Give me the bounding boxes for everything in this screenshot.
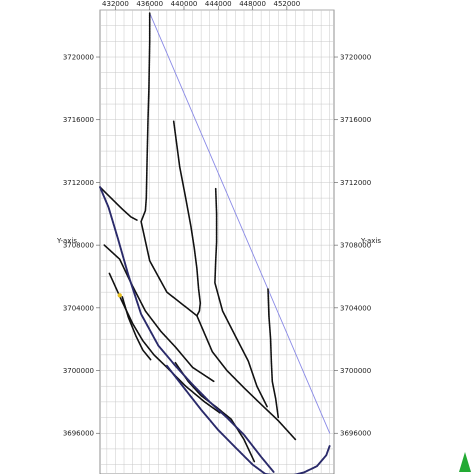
x-tick-label: 452000 [273,0,300,8]
boundary-line [149,12,331,434]
x-tick-label: 444000 [205,0,232,8]
north-arrow-icon [459,452,471,472]
y-tick-label-left: 3712000 [63,179,94,187]
y-tick-label-left: 3716000 [63,116,94,124]
outlet-markers [117,293,122,298]
stream-line [214,187,268,408]
y-tick-label-right: 3712000 [340,179,371,187]
stream-line [267,288,280,419]
y-tick-label-left: 3720000 [63,54,94,62]
grid-lines [100,9,334,474]
y-tick-label-left: 3708000 [63,242,94,250]
y-tick-label-right: 3704000 [340,304,371,312]
stream-line [121,296,152,361]
stream-line [99,186,138,221]
y-tick-label-right: 3708000 [340,242,371,250]
edge-line [99,186,275,474]
stream-line [103,244,215,383]
x-tick-label: 448000 [239,0,266,8]
y-tick-label-left: 3700000 [63,367,94,375]
stream-line [140,12,297,441]
y-axis-title-right: Y-axis [360,237,381,245]
axis-ticks: 432000 436000 440000 444000 448000 452000 3696… [63,0,371,438]
edge-line [165,364,267,474]
outlet-point [117,293,122,298]
y-tick-label-right: 3716000 [340,116,371,124]
edge-line [264,444,331,474]
y-tick-label-left: 3696000 [63,430,94,438]
y-tick-label-right: 3696000 [340,430,371,438]
stream-line [172,120,202,317]
y-tick-label-right: 3700000 [340,367,371,375]
y-axis-title-left: Y-axis [56,237,77,245]
stream-network [99,12,331,474]
y-tick-label-left: 3704000 [63,304,94,312]
x-tick-label: 436000 [136,0,163,8]
x-tick-label: 432000 [102,0,129,8]
y-tick-label-right: 3720000 [340,54,371,62]
x-tick-label: 440000 [171,0,198,8]
